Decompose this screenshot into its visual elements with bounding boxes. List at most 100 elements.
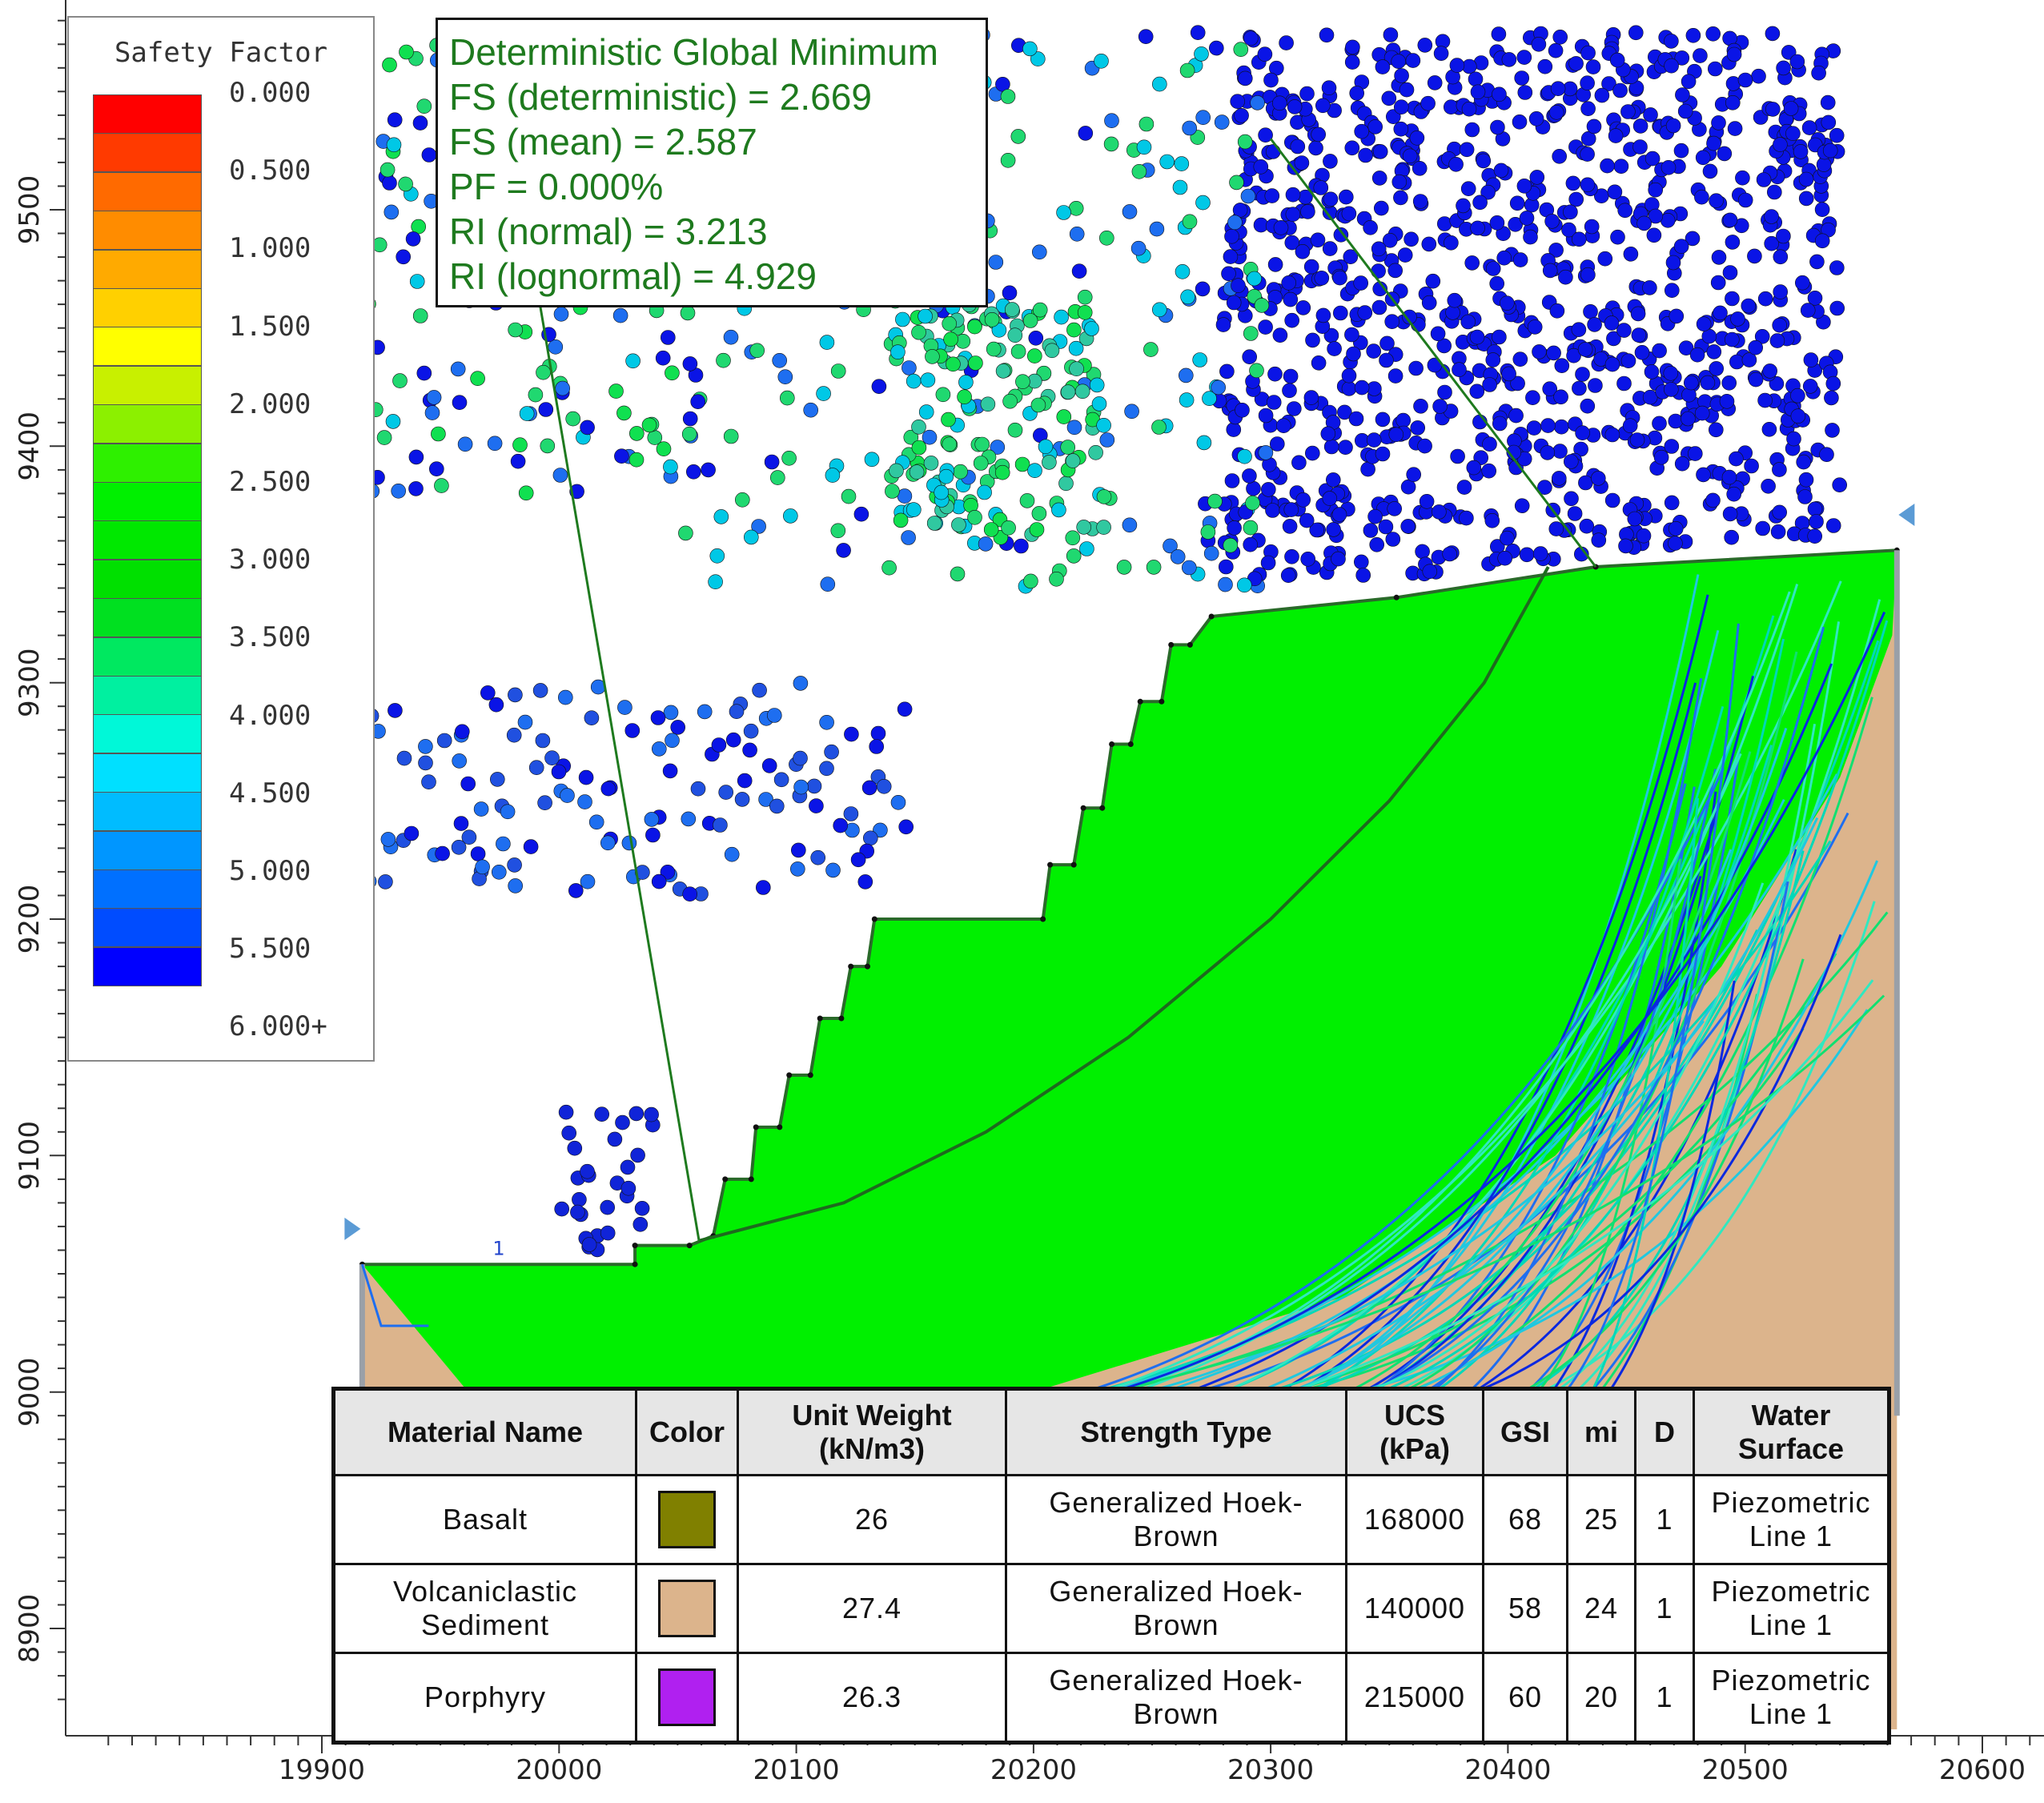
slip-center-point	[588, 814, 604, 830]
slip-center-point	[1668, 520, 1684, 536]
slip-center-point	[1122, 517, 1138, 533]
slip-center-point	[1326, 472, 1341, 488]
slip-center-point	[1060, 440, 1075, 455]
slip-center-point	[386, 137, 402, 153]
slip-center-point	[1079, 541, 1094, 556]
slip-center-point	[1490, 119, 1505, 135]
slip-center-point	[830, 363, 846, 379]
slip-center-point	[408, 449, 424, 465]
surface-vertex	[1137, 698, 1143, 705]
slip-center-point	[1421, 236, 1437, 252]
slip-center-point	[1276, 418, 1291, 434]
slip-center-point	[1773, 284, 1788, 299]
slip-center-point	[1068, 200, 1084, 216]
slip-center-point	[488, 697, 504, 713]
slip-center-point	[1628, 25, 1644, 41]
slip-center-point	[725, 732, 741, 748]
slip-center-point	[1044, 343, 1060, 359]
slip-center-point	[1369, 536, 1384, 552]
material-name: Basalt	[332, 1474, 637, 1565]
slip-center-point	[1266, 395, 1282, 410]
material-color-cell	[635, 1652, 739, 1744]
slip-center-point	[772, 352, 788, 368]
material-d: 1	[1634, 1563, 1695, 1654]
slip-center-point	[428, 461, 444, 477]
slip-center-point	[1010, 343, 1026, 359]
slip-center-point	[645, 827, 661, 843]
slip-center-point	[1066, 420, 1082, 436]
slip-center-point	[1412, 161, 1428, 176]
slip-center-point	[1214, 114, 1230, 130]
slip-center-point	[1832, 477, 1847, 493]
slip-center-point	[806, 778, 822, 794]
slip-center-point	[680, 305, 696, 321]
legend-swatch	[93, 559, 202, 599]
slip-center-point	[512, 437, 528, 453]
slip-center-point	[995, 363, 1011, 379]
slip-center-point	[1014, 538, 1029, 554]
slip-center-point	[1757, 291, 1773, 307]
header-mi: mi	[1566, 1387, 1636, 1476]
slip-center-point	[1790, 388, 1805, 404]
slip-center-point	[1744, 458, 1759, 474]
slip-center-point	[1807, 290, 1823, 306]
global-minimum-info-box: Deterministic Global Minimum FS (determi…	[436, 18, 988, 307]
slip-center-point	[1069, 226, 1085, 242]
surface-vertex	[686, 1243, 693, 1249]
slip-center-point	[1466, 460, 1482, 476]
slip-center-point	[1152, 76, 1167, 92]
material-color-swatch	[658, 1668, 716, 1726]
slip-center-point	[1430, 326, 1446, 342]
slip-center-point	[1459, 510, 1474, 526]
slip-center-point	[986, 341, 1002, 357]
slip-center-point	[1711, 115, 1726, 131]
slip-center-point	[567, 1140, 583, 1156]
slip-center-point	[974, 436, 990, 452]
surface-vertex	[1127, 741, 1134, 747]
legend-swatch	[93, 908, 202, 948]
slip-center-point	[1819, 447, 1834, 463]
slip-center-point	[737, 773, 753, 789]
slip-center-point	[594, 1106, 610, 1122]
legend-swatch	[93, 249, 202, 289]
slip-center-point	[1801, 120, 1817, 135]
slip-center-point	[621, 835, 637, 851]
slip-center-point	[1354, 554, 1369, 570]
slip-center-point	[1371, 299, 1387, 315]
slip-center-point	[973, 456, 989, 471]
slip-center-point	[816, 386, 831, 401]
slip-center-point	[1785, 126, 1801, 141]
slip-center-point	[1500, 530, 1515, 546]
slip-center-point	[1468, 71, 1484, 87]
slip-center-point	[1378, 519, 1394, 535]
slip-center-point	[1159, 154, 1175, 170]
slip-center-point	[518, 485, 534, 501]
info-fs-deterministic: FS (deterministic) = 2.669	[449, 76, 872, 118]
slip-center-point	[1337, 404, 1352, 420]
slip-center-point	[1417, 438, 1432, 454]
y-tick-label: 9000	[14, 1357, 46, 1427]
slip-center-point	[523, 839, 539, 854]
slip-center-point	[1629, 432, 1645, 448]
slip-center-point	[632, 1217, 649, 1232]
slip-surface	[1251, 706, 1725, 1417]
slip-center-point	[870, 725, 886, 741]
slip-center-point	[1558, 269, 1573, 285]
slip-center-point	[1632, 118, 1648, 134]
slip-center-point	[1051, 502, 1066, 518]
slip-center-point	[1493, 163, 1509, 179]
slip-center-point	[1747, 248, 1762, 264]
slip-center-point	[1776, 228, 1791, 244]
slip-center-point	[1094, 54, 1109, 69]
material-gsi: 58	[1482, 1563, 1568, 1654]
legend-swatch	[93, 792, 202, 832]
slip-center-point	[1066, 548, 1082, 564]
slip-center-point	[678, 525, 693, 541]
slip-center-point	[1402, 148, 1418, 164]
slip-center-point	[1394, 68, 1409, 83]
slip-surface	[1018, 580, 1842, 1417]
slip-center-point	[1663, 365, 1679, 381]
slip-center-point	[1321, 80, 1337, 95]
slip-center-point	[1315, 98, 1331, 114]
slip-center-point	[1464, 122, 1480, 138]
